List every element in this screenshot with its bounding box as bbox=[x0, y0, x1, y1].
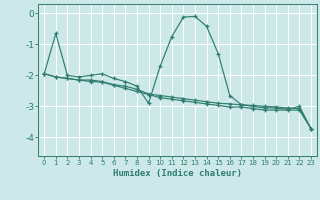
X-axis label: Humidex (Indice chaleur): Humidex (Indice chaleur) bbox=[113, 169, 242, 178]
